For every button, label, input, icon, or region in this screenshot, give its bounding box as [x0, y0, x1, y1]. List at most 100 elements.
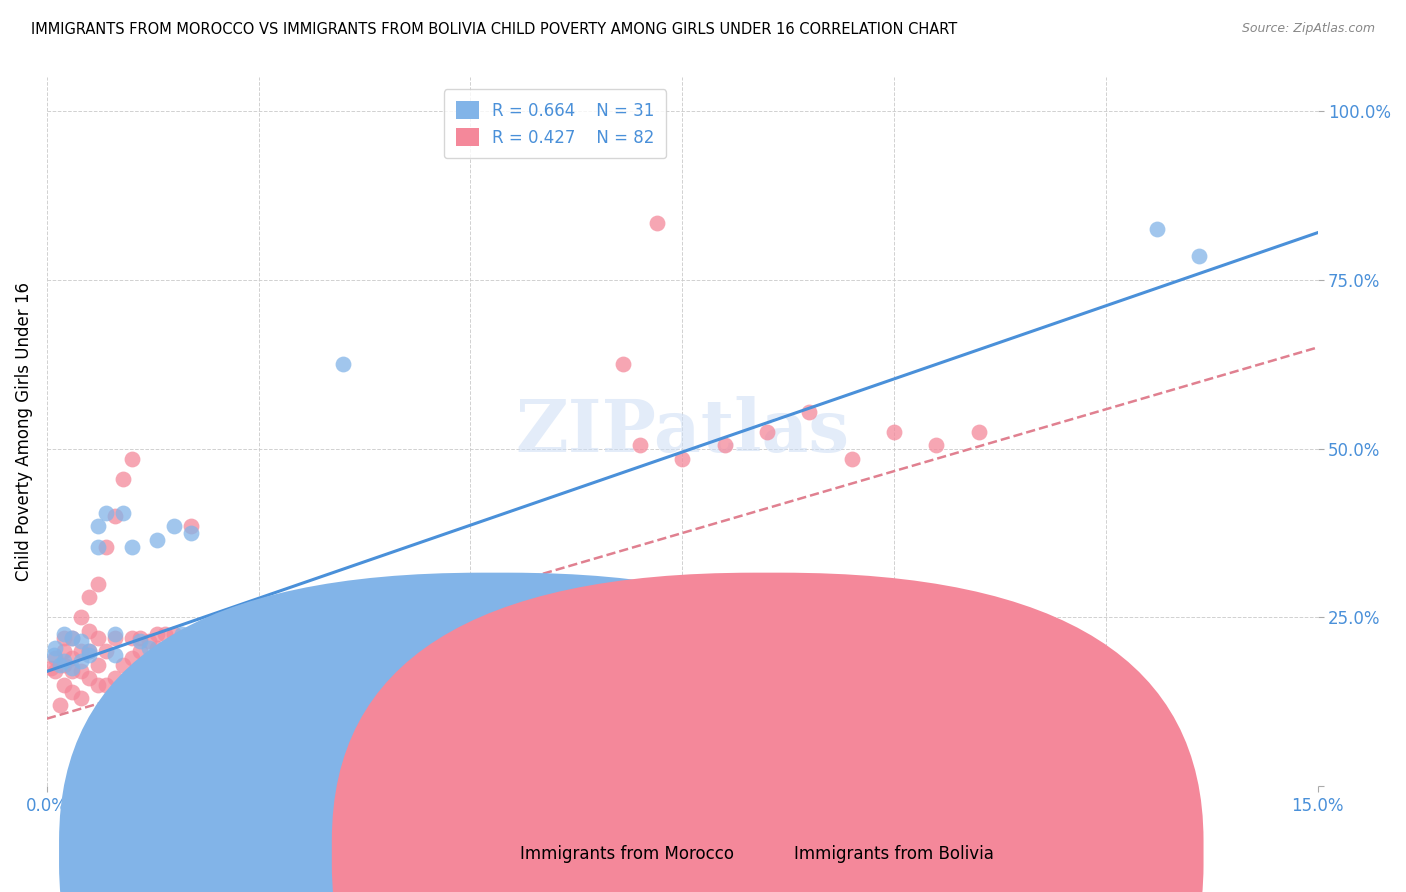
- Point: [52, 644, 75, 658]
- Point: [60, 665, 83, 679]
- Point: [967, 425, 990, 439]
- Point: [42, 648, 65, 662]
- Point: [86, 657, 108, 672]
- Point: [146, 640, 169, 655]
- Point: [86, 576, 108, 591]
- Point: [628, 742, 651, 756]
- Point: [180, 640, 202, 655]
- Point: [671, 729, 693, 743]
- Point: [925, 438, 948, 452]
- Point: [163, 519, 186, 533]
- Point: [146, 533, 169, 547]
- Point: [1146, 222, 1168, 236]
- Point: [129, 634, 152, 648]
- Point: [129, 644, 152, 658]
- Point: [96, 678, 118, 692]
- Point: [121, 540, 143, 554]
- Text: Immigrants from Bolivia: Immigrants from Bolivia: [794, 846, 994, 863]
- Point: [60, 661, 83, 675]
- Point: [104, 671, 127, 685]
- Point: [510, 627, 533, 641]
- Point: [374, 688, 396, 702]
- Point: [121, 651, 143, 665]
- Text: IMMIGRANTS FROM MOROCCO VS IMMIGRANTS FROM BOLIVIA CHILD POVERTY AMONG GIRLS UND: IMMIGRANTS FROM MOROCCO VS IMMIGRANTS FR…: [31, 22, 957, 37]
- Point: [180, 519, 202, 533]
- Point: [315, 701, 337, 715]
- Point: [112, 472, 135, 486]
- Point: [290, 688, 312, 702]
- Point: [713, 438, 735, 452]
- Point: [69, 654, 91, 668]
- Point: [586, 695, 609, 709]
- Point: [86, 678, 108, 692]
- Point: [197, 640, 219, 655]
- Point: [799, 404, 821, 418]
- Text: Source: ZipAtlas.com: Source: ZipAtlas.com: [1241, 22, 1375, 36]
- Point: [713, 742, 735, 756]
- Text: ZIPatlas: ZIPatlas: [515, 396, 849, 467]
- Point: [77, 644, 100, 658]
- Point: [129, 631, 152, 645]
- Point: [222, 648, 245, 662]
- Point: [197, 640, 219, 655]
- Point: [77, 624, 100, 638]
- Point: [138, 640, 160, 655]
- Point: [52, 631, 75, 645]
- Point: [77, 590, 100, 604]
- Point: [60, 631, 83, 645]
- Point: [86, 540, 108, 554]
- Point: [841, 742, 863, 756]
- Point: [146, 627, 169, 641]
- Point: [104, 631, 127, 645]
- Point: [544, 714, 567, 729]
- Point: [77, 671, 100, 685]
- Point: [247, 722, 270, 736]
- Point: [1188, 249, 1211, 263]
- Point: [460, 708, 482, 723]
- Point: [332, 357, 354, 371]
- Point: [69, 644, 91, 658]
- Point: [172, 661, 194, 675]
- Point: [48, 698, 70, 713]
- Point: [96, 540, 118, 554]
- Point: [172, 627, 194, 641]
- Point: [247, 695, 270, 709]
- Point: [332, 695, 354, 709]
- Point: [69, 691, 91, 706]
- Point: [155, 661, 177, 675]
- Point: [502, 714, 524, 729]
- Point: [69, 610, 91, 624]
- Point: [231, 614, 253, 628]
- Point: [357, 701, 380, 715]
- Point: [121, 631, 143, 645]
- Y-axis label: Child Poverty Among Girls Under 16: Child Poverty Among Girls Under 16: [15, 282, 32, 582]
- Point: [841, 451, 863, 466]
- Point: [69, 665, 91, 679]
- Point: [112, 506, 135, 520]
- Point: [44, 665, 66, 679]
- Point: [77, 648, 100, 662]
- Point: [155, 627, 177, 641]
- Point: [121, 451, 143, 466]
- Point: [96, 644, 118, 658]
- Point: [104, 627, 127, 641]
- Point: [544, 729, 567, 743]
- Point: [52, 678, 75, 692]
- Point: [52, 657, 75, 672]
- Point: [77, 644, 100, 658]
- Point: [163, 648, 186, 662]
- Text: Immigrants from Morocco: Immigrants from Morocco: [520, 846, 734, 863]
- Point: [180, 526, 202, 541]
- Point: [188, 654, 211, 668]
- Legend: R = 0.664    N = 31, R = 0.427    N = 82: R = 0.664 N = 31, R = 0.427 N = 82: [444, 89, 666, 158]
- Point: [883, 425, 905, 439]
- Point: [391, 729, 413, 743]
- Point: [69, 634, 91, 648]
- Point: [671, 451, 693, 466]
- Point: [502, 701, 524, 715]
- Point: [163, 627, 186, 641]
- Point: [104, 648, 127, 662]
- Point: [96, 506, 118, 520]
- Point: [44, 651, 66, 665]
- Point: [44, 640, 66, 655]
